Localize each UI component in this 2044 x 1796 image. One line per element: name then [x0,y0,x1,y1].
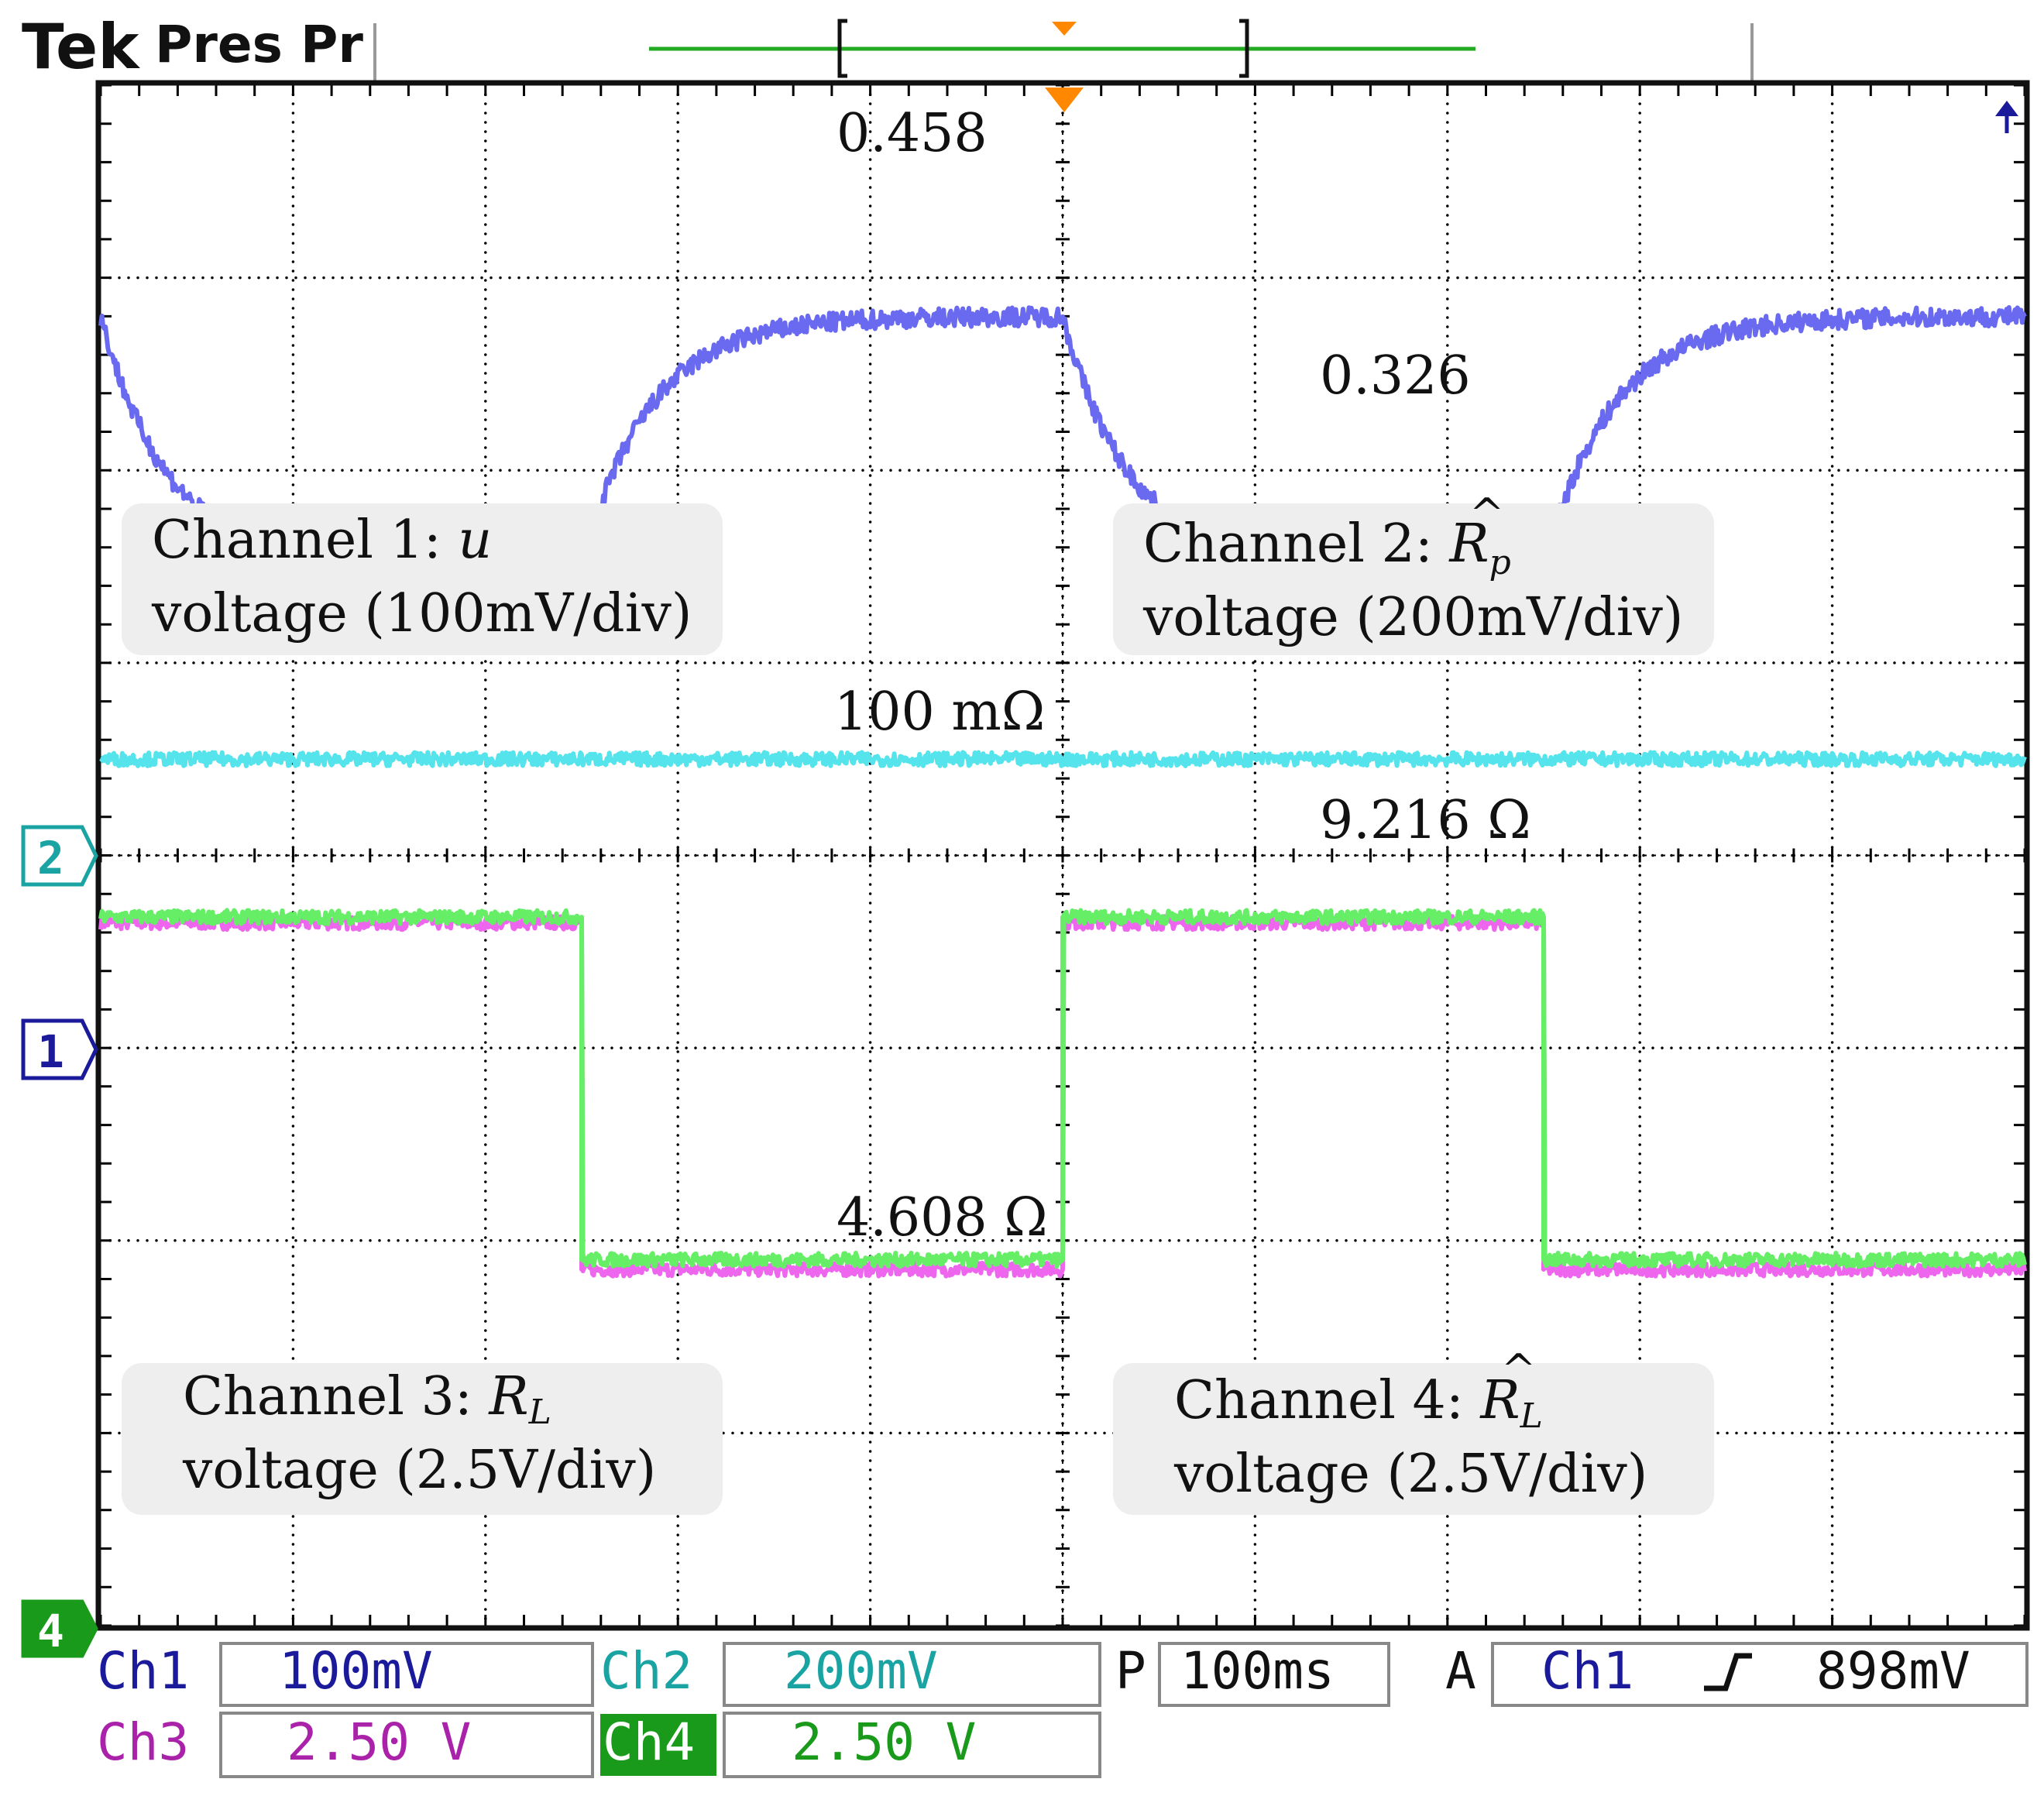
annotation-channel-4: Channel 4: RL ^ voltage (2.5V/div) [1113,1345,1714,1515]
marker-shape [21,825,98,887]
ch1-scale-value[interactable]: 100mV [279,1641,433,1701]
value-labels: 0.458 0.326 100 mΩ 9.216 Ω 4.608 Ω [834,103,1531,1248]
waveform-ch2 [99,750,2027,768]
channel-marker-2[interactable]: 2 [21,825,98,887]
ch2-readout-label[interactable]: Ch2 [600,1641,692,1701]
ch4-scale-value[interactable]: 2.50 V [792,1712,976,1772]
channel-marker-1[interactable]: 1 [21,1018,98,1080]
marker-label: 4 [37,1605,64,1657]
readout-panel: Ch1 100mV Ch2 200mV P 100ms A Ch1 898mV … [97,1641,2029,1778]
annotation-channel-3: Channel 3: RL voltage (2.5V/div) [122,1363,723,1515]
channel-marker-4[interactable]: 4 [21,1599,98,1658]
ch3-scale-box [219,1712,594,1778]
ch4-readout-label[interactable]: Ch4 [603,1712,695,1772]
trigger-mode: A [1445,1641,1476,1701]
waveform-ch4 [98,908,2027,1269]
annotation-subscript: L [1520,1396,1543,1436]
annotation-line2: voltage (100mV/div) [151,583,692,644]
marker-label: 2 [37,832,64,884]
marker-shape [21,1599,98,1658]
annotation-symbol: R [487,1366,528,1427]
annotation-symbol: u [458,510,492,571]
acquisition-mode: Pres Pr [155,15,363,74]
ch2-scale-box [723,1642,1101,1707]
annotation-hat: ^ [1469,489,1504,538]
annotation-box [1113,503,1714,655]
ch4-label-badge [600,1714,716,1776]
ch3-scale-value[interactable]: 2.50 V [287,1712,471,1772]
trigger-position-marker-icon[interactable] [1052,22,1077,36]
marker-shape [21,1018,98,1080]
annotation-channel-1: Channel 1: u voltage (100mV/div) [122,503,723,655]
ch3-readout-label[interactable]: Ch3 [97,1712,189,1772]
annotation-box [122,1363,723,1515]
annotation-hat: ^ [1501,1345,1536,1394]
trigger-level[interactable]: 898mV [1816,1641,1970,1701]
value-label-ch1-high: 0.458 [836,103,988,164]
value-label-ch4-low: 4.608 Ω [836,1187,1048,1248]
timebase-prefix: P [1115,1641,1146,1701]
marker-label: 1 [37,1025,64,1078]
annotation-line2: voltage (200mV/div) [1142,587,1683,648]
trigger-source[interactable]: Ch1 [1541,1641,1633,1701]
annotation-subscript: L [528,1393,551,1432]
timebase-box [1158,1642,1390,1707]
annotation-line1: Channel 2: Rp [1143,513,1511,582]
annotation-symbol: R [1448,513,1489,575]
value-label-ch1-low: 0.326 [1320,345,1471,407]
annotation-channel-2: Channel 2: Rp ^ voltage (200mV/div) [1113,489,1714,655]
trigger-time-marker-icon[interactable] [1045,88,1084,112]
rising-edge-icon [1704,1653,1752,1691]
annotation-box [1113,1363,1714,1515]
annotation-line1: Channel 1: u [152,510,492,571]
annotation-symbol: R [1479,1370,1520,1431]
annotation-line2: voltage (2.5V/div) [1173,1444,1647,1505]
annotation-prefix: Channel 1: [152,510,458,571]
grid-center-axes [101,85,2025,1626]
ch1-scale-box [219,1642,594,1707]
ch2-scale-value[interactable]: 200mV [784,1641,938,1701]
brand-logo: Tek [22,11,140,83]
annotation-box [122,503,723,655]
annotation-line2: voltage (2.5V/div) [182,1440,656,1501]
trigger-level-arrow-icon[interactable] [1995,101,2018,133]
annotation-line1: Channel 4: RL [1174,1370,1543,1436]
annotation-subscript: p [1489,543,1511,582]
annotation-prefix: Channel 3: [183,1366,489,1427]
ch1-readout-label[interactable]: Ch1 [97,1641,189,1701]
record-window-left-bracket[interactable] [837,19,847,78]
timebase-value[interactable]: 100ms [1180,1641,1335,1701]
value-label-ch4-high: 9.216 Ω [1320,790,1531,851]
annotation-prefix: Channel 2: [1143,513,1449,575]
plot-frame [95,80,2030,1631]
ch4-scale-box [723,1712,1101,1778]
annotation-prefix: Channel 4: [1174,1370,1480,1431]
annotation-line1: Channel 3: RL [183,1366,551,1432]
record-window-right-bracket[interactable] [1239,19,1249,78]
value-label-ch2: 100 mΩ [834,682,1045,743]
trigger-box [1491,1642,2029,1707]
header: Tek Pres Pr [22,11,1754,83]
